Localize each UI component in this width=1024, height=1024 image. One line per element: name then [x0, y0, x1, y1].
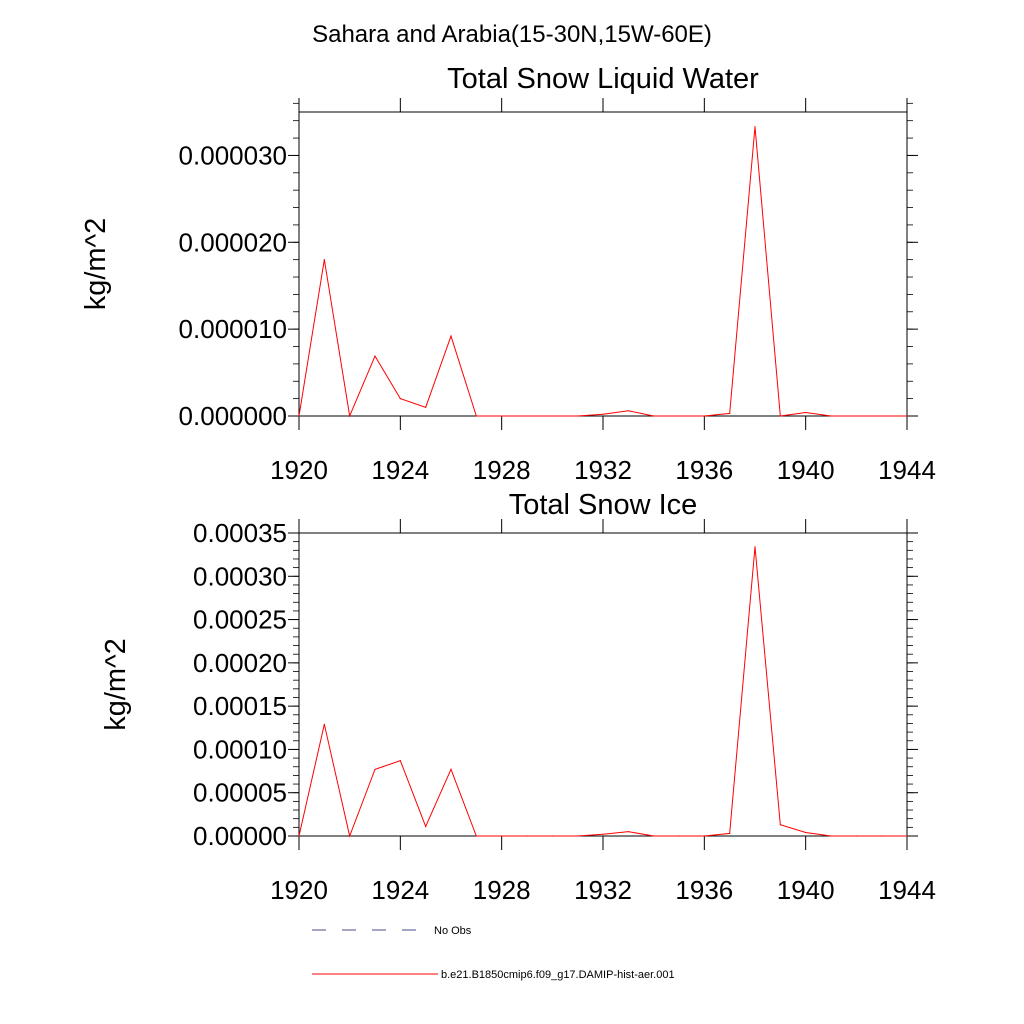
x-tick-label: 1940 [777, 455, 835, 485]
legend-label-no-obs: No Obs [434, 925, 472, 937]
data-point [425, 406, 427, 408]
legend: No Obs b.e21.B1850cmip6.f09_g17.DAMIP-hi… [312, 925, 675, 981]
data-point [881, 415, 883, 417]
legend-label-model: b.e21.B1850cmip6.f09_g17.DAMIP-hist-aer.… [441, 969, 675, 981]
data-point [323, 259, 325, 261]
data-point [703, 415, 705, 417]
data-point [450, 335, 452, 337]
plot-frame [298, 532, 908, 837]
y-tick-label: 0.00020 [193, 648, 287, 678]
data-point [577, 835, 579, 837]
data-point [475, 835, 477, 837]
x-tick-label: 1920 [270, 875, 328, 905]
data-point [678, 415, 680, 417]
data-point [450, 768, 452, 770]
data-point [374, 768, 376, 770]
chart-panel-snow-ice: Total Snow Ice kg/m^2 0.00000 0.00005 0.00… [100, 489, 936, 905]
data-point [475, 415, 477, 417]
data-point [729, 412, 731, 414]
data-point [855, 415, 857, 417]
x-tick-label: 1928 [473, 875, 531, 905]
y-tick-label: 0.00005 [193, 778, 287, 808]
data-point [754, 546, 756, 548]
x-tick-label: 1936 [675, 455, 733, 485]
data-point [653, 835, 655, 837]
data-point [577, 415, 579, 417]
x-tick-label: 1928 [473, 455, 531, 485]
series-line [298, 126, 907, 418]
data-point [298, 415, 300, 417]
y-tick-label: 0.00035 [193, 518, 287, 548]
data-point [805, 411, 807, 414]
data-point [551, 415, 553, 417]
data-point [349, 835, 351, 837]
data-point [830, 835, 832, 837]
x-tick-label: 1936 [675, 875, 733, 905]
y-tick-label: 0.00015 [193, 691, 287, 721]
x-tick-label: 1932 [574, 455, 632, 485]
data-point [298, 835, 300, 837]
data-point [551, 835, 553, 837]
data-point [881, 835, 883, 837]
x-tick-label: 1932 [574, 875, 632, 905]
x-tick-label: 1924 [371, 455, 429, 485]
x-tick-label: 1920 [270, 455, 328, 485]
chart-title: Total Snow Ice [509, 489, 698, 521]
data-point [703, 835, 705, 837]
y-tick-label: 0.00030 [193, 561, 287, 591]
data-point [906, 415, 908, 417]
data-point [602, 413, 604, 415]
y-tick-label: 0.00025 [193, 605, 287, 635]
y-tick-label: 0.00010 [193, 734, 287, 764]
x-tick-label: 1944 [878, 455, 936, 485]
x-tick-label: 1944 [878, 875, 936, 905]
y-tick-label: 0.000010 [179, 314, 287, 344]
chart-title: Total Snow Liquid Water [447, 63, 759, 95]
data-point [627, 410, 629, 412]
data-point [526, 415, 528, 417]
data-point [627, 831, 629, 833]
data-point [602, 833, 604, 835]
data-point [526, 835, 528, 837]
x-tick-label: 1924 [371, 875, 429, 905]
y-axis-label: kg/m^2 [100, 638, 132, 731]
data-point [805, 831, 807, 834]
data-point [349, 415, 351, 417]
plot-frame [298, 111, 908, 417]
y-tick-label: 0.000020 [179, 227, 287, 257]
data-point [830, 415, 832, 417]
y-axis-label: kg/m^2 [80, 218, 112, 311]
data-point [399, 760, 401, 762]
data-point [906, 835, 908, 837]
data-point [425, 825, 427, 828]
data-point [678, 835, 680, 837]
x-tick-label: 1940 [777, 875, 835, 905]
figure-title: Sahara and Arabia(15-30N,15W-60E) [312, 21, 712, 48]
data-point [374, 355, 376, 357]
y-tick-label: 0.00000 [193, 821, 287, 851]
data-point [399, 398, 401, 400]
data-point [501, 415, 503, 417]
y-tick-label: 0.000030 [179, 140, 287, 170]
data-point [653, 415, 655, 417]
data-point [779, 824, 781, 826]
y-tick-label: 0.000000 [179, 401, 287, 431]
series-line [298, 546, 907, 838]
data-point [323, 723, 325, 725]
chart-panel-snow-liquid-water: Total Snow Liquid Water kg/m^2 0.000000 0… [80, 63, 936, 485]
data-point [729, 832, 731, 835]
data-point [779, 415, 781, 417]
data-point [501, 835, 503, 837]
data-point [754, 126, 756, 128]
data-point [855, 835, 857, 837]
